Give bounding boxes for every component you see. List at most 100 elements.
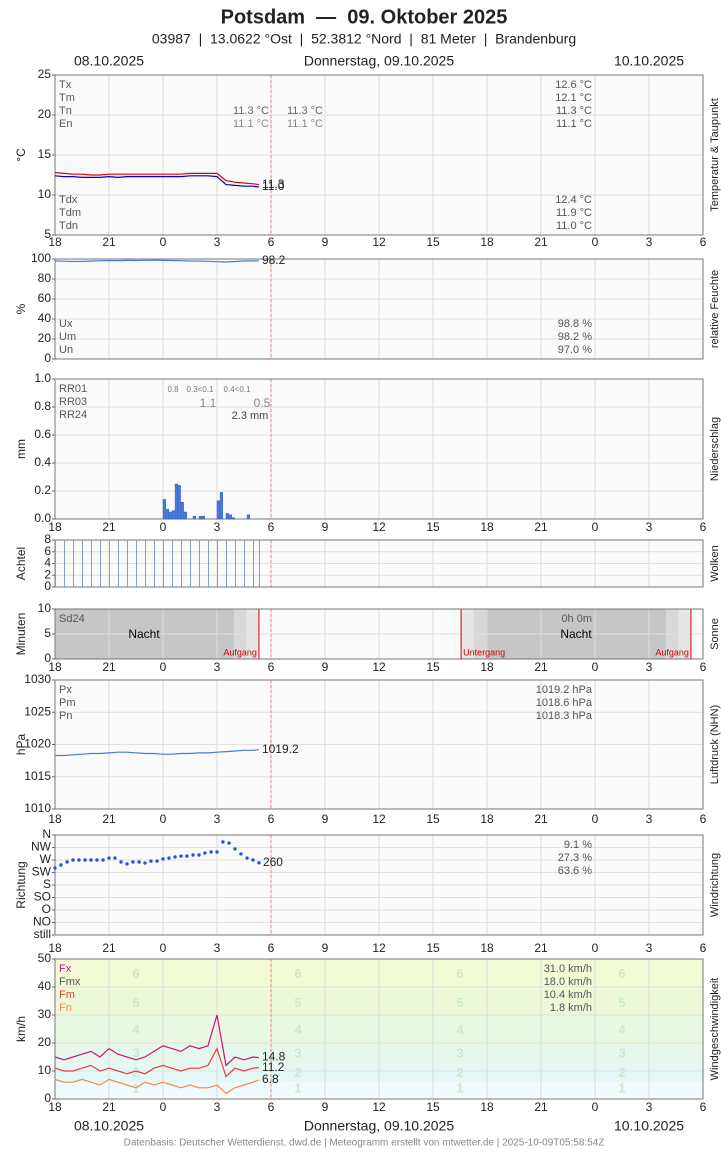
stat-label: Pn bbox=[59, 710, 72, 722]
point bbox=[227, 841, 231, 845]
x-tick-label: 0 bbox=[592, 812, 599, 826]
date-label: 10.10.2025 bbox=[614, 1118, 684, 1134]
footer: Datenbasis: Deutscher Wetterdienst, dwd.… bbox=[124, 1138, 605, 1149]
x-tick-label: 12 bbox=[372, 812, 386, 826]
series-line bbox=[54, 1014, 259, 1067]
stat-label: En bbox=[59, 118, 72, 130]
x-tick-label: 3 bbox=[646, 1100, 653, 1114]
bar bbox=[253, 540, 254, 587]
bar bbox=[198, 516, 202, 520]
x-tick-label: 3 bbox=[646, 660, 653, 674]
beaufort-label: 4 bbox=[618, 1022, 626, 1037]
stat-value: 11.1 °C bbox=[556, 118, 592, 130]
bar bbox=[192, 516, 196, 520]
x-tick-label: 0 bbox=[592, 1100, 599, 1114]
bar bbox=[163, 540, 164, 587]
x-tick-label: 21 bbox=[102, 941, 116, 955]
x-tick-label: 21 bbox=[534, 235, 548, 249]
stat-value: 1.8 km/h bbox=[550, 1002, 592, 1014]
end-label: 11.2 bbox=[262, 1060, 285, 1074]
bar bbox=[228, 514, 232, 520]
bar bbox=[82, 540, 83, 587]
series-line bbox=[54, 1047, 259, 1078]
stat-value: 0h 0m bbox=[561, 613, 592, 625]
bar bbox=[180, 502, 184, 520]
x-tick-label: 3 bbox=[214, 520, 221, 534]
x-tick-label: 18 bbox=[48, 235, 62, 249]
bar bbox=[172, 540, 173, 587]
bar bbox=[235, 540, 236, 587]
annotation: 0.4<0.1 bbox=[224, 385, 251, 394]
y-tick-label: 1030 bbox=[24, 672, 51, 686]
bar bbox=[91, 540, 92, 587]
bar bbox=[244, 540, 245, 587]
stat-label: Fx bbox=[59, 963, 72, 975]
point bbox=[149, 859, 153, 863]
y-tick-label: 1015 bbox=[24, 769, 51, 783]
x-tick-label: 18 bbox=[480, 941, 494, 955]
x-tick-label: 15 bbox=[426, 1100, 440, 1114]
y-tick-label: O bbox=[42, 902, 51, 916]
x-tick-label: 0 bbox=[592, 941, 599, 955]
point bbox=[65, 860, 69, 864]
beaufort-label: 4 bbox=[294, 1022, 302, 1037]
bar bbox=[199, 540, 200, 587]
x-tick-label: 21 bbox=[102, 812, 116, 826]
stat-value: 12.6 °C bbox=[555, 79, 592, 91]
annotation: 0.5 bbox=[254, 396, 271, 410]
point bbox=[191, 853, 195, 857]
side-label: Wolken bbox=[709, 545, 721, 581]
y-tick-label: N bbox=[42, 827, 51, 841]
side-label: Windrichtung bbox=[709, 853, 721, 917]
end-label: 1019.2 bbox=[262, 742, 299, 756]
beaufort-label: 5 bbox=[618, 995, 625, 1010]
annotation: 11.1 °C bbox=[287, 118, 323, 130]
date-label: Donnerstag, 09.10.2025 bbox=[304, 1118, 454, 1134]
beaufort-label: 3 bbox=[618, 1046, 625, 1061]
point bbox=[251, 858, 255, 862]
y-tick-label: 1010 bbox=[24, 801, 51, 815]
side-label: Luftdruck (NHN) bbox=[709, 705, 721, 784]
bar bbox=[109, 540, 110, 587]
side-label: relative Feuchte bbox=[709, 270, 721, 348]
point bbox=[167, 856, 171, 860]
bar bbox=[145, 540, 146, 587]
x-tick-label: 0 bbox=[160, 660, 167, 674]
plot-frame bbox=[54, 378, 704, 520]
x-tick-label: 6 bbox=[700, 235, 707, 249]
y-tick-label: 8 bbox=[44, 532, 51, 546]
stat-label: Un bbox=[59, 344, 73, 356]
stat-label: Ux bbox=[59, 318, 73, 330]
y-tick-label: 20 bbox=[38, 1035, 52, 1049]
x-tick-label: 12 bbox=[372, 941, 386, 955]
y-tick-label: 25 bbox=[38, 67, 52, 81]
plot-frame bbox=[54, 74, 704, 236]
bar bbox=[127, 540, 128, 587]
stat-label: Fmx bbox=[59, 976, 81, 988]
annotation: 2.3 mm bbox=[232, 410, 269, 422]
beaufort-label: 1 bbox=[618, 1081, 625, 1096]
x-tick-label: 0 bbox=[160, 1100, 167, 1114]
stat-label: RR24 bbox=[59, 409, 87, 421]
stat-value: 12.1 °C bbox=[555, 92, 592, 104]
beaufort-label: 2 bbox=[132, 1065, 139, 1080]
title: Potsdam — 09. Oktober 2025 bbox=[221, 6, 508, 28]
bar bbox=[100, 540, 101, 587]
x-tick-label: 9 bbox=[322, 812, 329, 826]
x-tick-label: 6 bbox=[700, 520, 707, 534]
y-tick-label: NO bbox=[33, 915, 51, 929]
y-tick-label: SO bbox=[34, 890, 51, 904]
bar bbox=[217, 540, 218, 587]
series-line bbox=[54, 259, 259, 263]
y-tick-label: 5 bbox=[44, 626, 51, 640]
point bbox=[113, 856, 117, 860]
point bbox=[101, 858, 105, 862]
x-tick-label: 21 bbox=[102, 235, 116, 249]
y-axis-label: Minuten bbox=[14, 613, 28, 656]
y-axis-label: hPa bbox=[14, 734, 28, 756]
x-tick-label: 9 bbox=[322, 941, 329, 955]
plot-frame bbox=[54, 679, 704, 810]
y-tick-label: 60 bbox=[38, 291, 52, 305]
x-tick-label: 0 bbox=[592, 660, 599, 674]
